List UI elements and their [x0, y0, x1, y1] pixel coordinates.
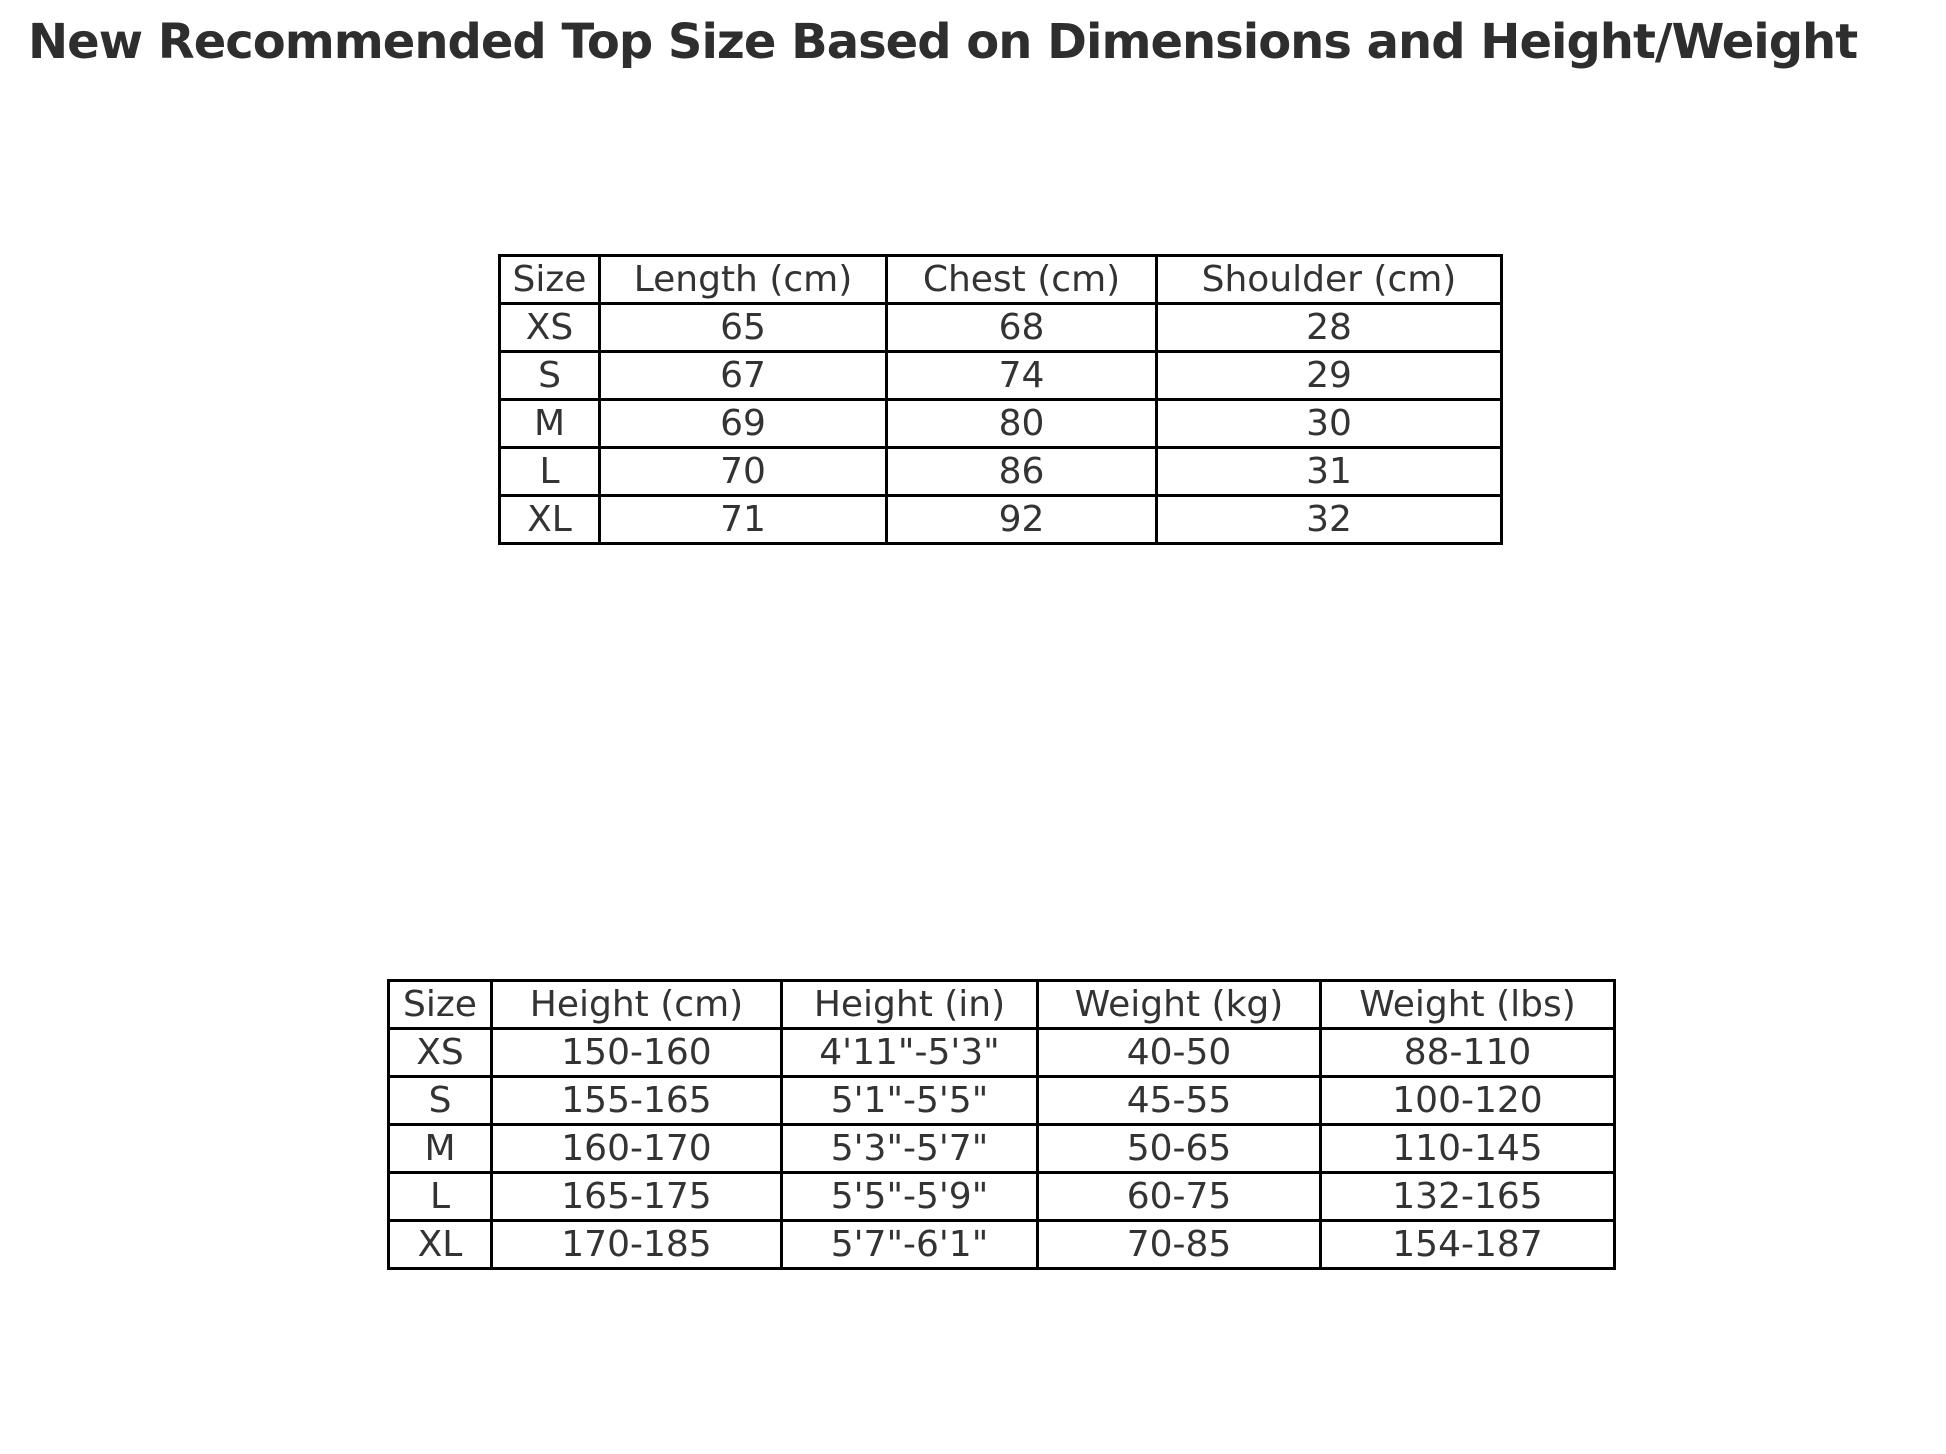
dimensions-table-header: Size Length (cm) Chest (cm) Shoulder (cm): [498, 254, 1503, 305]
table-row: XL 71 92 32: [498, 494, 1503, 545]
table-row: L 165-175 5'5"-5'9" 60-75 132-165: [387, 1171, 1616, 1222]
table-cell: 165-175: [490, 1171, 783, 1222]
table-cell: 70-85: [1036, 1219, 1322, 1270]
table-cell: 5'5"-5'9": [780, 1171, 1039, 1222]
table-cell: S: [498, 350, 601, 401]
table-cell: 132-165: [1319, 1171, 1616, 1222]
column-header: Length (cm): [598, 254, 888, 305]
height-weight-table-body: XS 150-160 4'11"-5'3" 40-50 88-110 S 155-165 5'…: [387, 1027, 1616, 1270]
table-cell: 170-185: [490, 1219, 783, 1270]
column-header: Weight (kg): [1036, 979, 1322, 1030]
table-cell: M: [498, 398, 601, 449]
table-cell: 86: [885, 446, 1158, 497]
height-weight-table-header: Size Height (cm) Height (in) Weight (kg) Wei…: [387, 979, 1616, 1030]
table-cell: 69: [598, 398, 888, 449]
table-cell: 110-145: [1319, 1123, 1616, 1174]
table-cell: S: [387, 1075, 493, 1126]
table-cell: 92: [885, 494, 1158, 545]
table-cell: 28: [1155, 302, 1503, 353]
table-cell: L: [498, 446, 601, 497]
column-header: Height (in): [780, 979, 1039, 1030]
table-cell: XL: [498, 494, 601, 545]
table-cell: M: [387, 1123, 493, 1174]
table-cell: 5'7"-6'1": [780, 1219, 1039, 1270]
table-row: L 70 86 31: [498, 446, 1503, 497]
table-cell: 70: [598, 446, 888, 497]
figure-title: New Recommended Top Size Based on Dimens…: [28, 14, 1858, 70]
table-cell: 40-50: [1036, 1027, 1322, 1078]
table-cell: 65: [598, 302, 888, 353]
table-cell: 45-55: [1036, 1075, 1322, 1126]
table-cell: 60-75: [1036, 1171, 1322, 1222]
table-row: XL 170-185 5'7"-6'1" 70-85 154-187: [387, 1219, 1616, 1270]
table-row: XS 65 68 28: [498, 302, 1503, 353]
table-cell: 160-170: [490, 1123, 783, 1174]
column-header: Height (cm): [490, 979, 783, 1030]
table-cell: 5'3"-5'7": [780, 1123, 1039, 1174]
table-row: M 160-170 5'3"-5'7" 50-65 110-145: [387, 1123, 1616, 1174]
table-cell: XL: [387, 1219, 493, 1270]
table-cell: XS: [498, 302, 601, 353]
column-header: Size: [387, 979, 493, 1030]
table-cell: 32: [1155, 494, 1503, 545]
dimensions-table-body: XS 65 68 28 S 67 74 29 M 69 80 30 L 70 86 31 XL 71 92 32: [498, 302, 1503, 545]
column-header: Weight (lbs): [1319, 979, 1616, 1030]
table-cell: 80: [885, 398, 1158, 449]
column-header: Shoulder (cm): [1155, 254, 1503, 305]
table-cell: 74: [885, 350, 1158, 401]
table-row: S 155-165 5'1"-5'5" 45-55 100-120: [387, 1075, 1616, 1126]
table-cell: L: [387, 1171, 493, 1222]
table-cell: 71: [598, 494, 888, 545]
table-cell: 31: [1155, 446, 1503, 497]
table-cell: 154-187: [1319, 1219, 1616, 1270]
table-cell: 150-160: [490, 1027, 783, 1078]
table-cell: 29: [1155, 350, 1503, 401]
table-cell: 30: [1155, 398, 1503, 449]
height-weight-table: Size Height (cm) Height (in) Weight (kg) Wei…: [387, 979, 1616, 1270]
header-row: Size Length (cm) Chest (cm) Shoulder (cm): [498, 254, 1503, 305]
table-cell: 4'11"-5'3": [780, 1027, 1039, 1078]
dimensions-table: Size Length (cm) Chest (cm) Shoulder (cm) X…: [498, 254, 1503, 545]
table-cell: 88-110: [1319, 1027, 1616, 1078]
table-cell: 68: [885, 302, 1158, 353]
header-row: Size Height (cm) Height (in) Weight (kg) Wei…: [387, 979, 1616, 1030]
table-cell: 100-120: [1319, 1075, 1616, 1126]
column-header: Chest (cm): [885, 254, 1158, 305]
table-cell: XS: [387, 1027, 493, 1078]
table-cell: 155-165: [490, 1075, 783, 1126]
table-cell: 5'1"-5'5": [780, 1075, 1039, 1126]
table-cell: 67: [598, 350, 888, 401]
table-row: XS 150-160 4'11"-5'3" 40-50 88-110: [387, 1027, 1616, 1078]
table-row: S 67 74 29: [498, 350, 1503, 401]
table-cell: 50-65: [1036, 1123, 1322, 1174]
column-header: Size: [498, 254, 601, 305]
table-row: M 69 80 30: [498, 398, 1503, 449]
